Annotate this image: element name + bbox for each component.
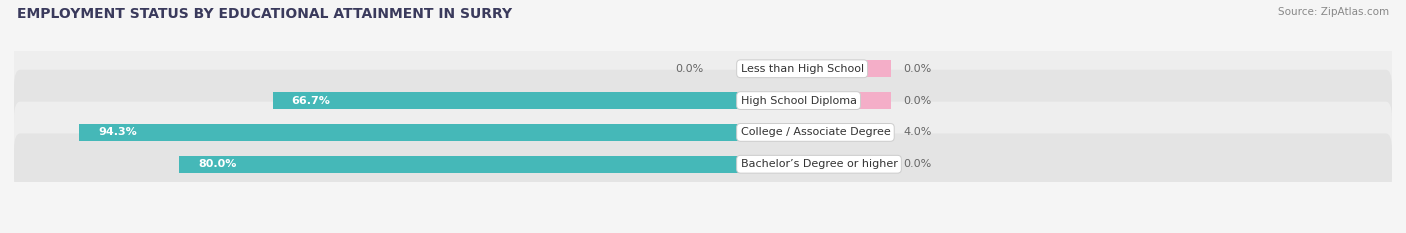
Text: Bachelor’s Degree or higher: Bachelor’s Degree or higher (741, 159, 897, 169)
Text: 0.0%: 0.0% (904, 159, 932, 169)
Text: 0.0%: 0.0% (675, 64, 703, 74)
Bar (273, 92, 741, 109)
Text: EMPLOYMENT STATUS BY EDUCATIONAL ATTAINMENT IN SURRY: EMPLOYMENT STATUS BY EDUCATIONAL ATTAINM… (17, 7, 512, 21)
Text: High School Diploma: High School Diploma (741, 96, 856, 106)
Bar (79, 124, 741, 141)
Text: Source: ZipAtlas.com: Source: ZipAtlas.com (1278, 7, 1389, 17)
Text: 94.3%: 94.3% (98, 127, 136, 137)
Text: 0.0%: 0.0% (904, 64, 932, 74)
FancyBboxPatch shape (14, 102, 1392, 163)
Bar (741, 92, 891, 109)
Bar (741, 124, 891, 141)
Text: Less than High School: Less than High School (741, 64, 863, 74)
Bar (180, 156, 741, 172)
Text: 0.0%: 0.0% (904, 96, 932, 106)
Text: 4.0%: 4.0% (904, 127, 932, 137)
Text: College / Associate Degree: College / Associate Degree (741, 127, 890, 137)
Bar (741, 61, 891, 77)
Text: 80.0%: 80.0% (198, 159, 236, 169)
Text: 66.7%: 66.7% (291, 96, 330, 106)
FancyBboxPatch shape (14, 70, 1392, 131)
FancyBboxPatch shape (14, 38, 1392, 99)
Bar (741, 156, 891, 172)
FancyBboxPatch shape (14, 134, 1392, 195)
